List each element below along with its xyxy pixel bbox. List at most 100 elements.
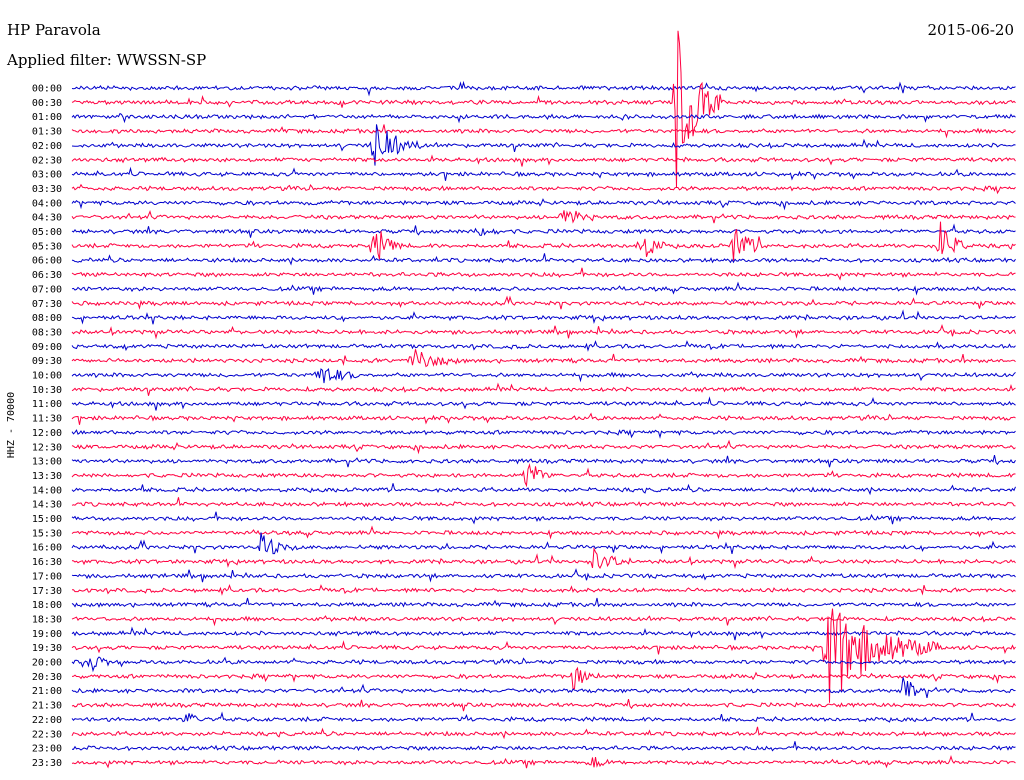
trace-0230	[71, 154, 1016, 167]
trace-1330	[71, 463, 1016, 488]
date-label: 2015-06-20	[927, 21, 1014, 39]
trace-0600	[71, 253, 1016, 266]
trace-1200	[71, 429, 1016, 439]
trace-1830	[71, 615, 1016, 627]
trace-1530	[71, 525, 1016, 540]
trace-2030	[71, 666, 1016, 690]
row-tick-label: 10:00	[32, 371, 62, 382]
row-tick-label: 19:00	[32, 629, 62, 640]
trace-0130	[71, 124, 1016, 139]
row-tick-label: 19:30	[32, 643, 62, 654]
row-tick-label: 03:00	[32, 170, 62, 181]
trace-0330	[71, 183, 1016, 195]
row-tick-label: 03:30	[32, 184, 62, 195]
row-tick-label: 11:30	[32, 414, 62, 425]
row-tick-label: 15:30	[32, 528, 62, 539]
row-tick-label: 01:30	[32, 127, 62, 138]
trace-0830	[71, 324, 1016, 340]
row-tick-label: 07:30	[32, 299, 62, 310]
row-tick-label: 11:00	[32, 399, 62, 410]
trace-2200	[71, 711, 1016, 723]
trace-0530	[71, 221, 1016, 261]
trace-2300	[71, 741, 1016, 752]
trace-1500	[71, 511, 1016, 525]
row-tick-label: 16:00	[32, 543, 62, 554]
trace-1000	[71, 368, 1016, 384]
trace-0400	[71, 198, 1016, 211]
trace-0100	[71, 112, 1016, 124]
trace-0200	[71, 124, 1016, 166]
row-tick-label: 17:00	[32, 571, 62, 582]
row-tick-label: 14:00	[32, 485, 62, 496]
trace-1130	[71, 412, 1016, 425]
row-tick-label: 15:00	[32, 514, 62, 525]
row-tick-label: 07:00	[32, 284, 62, 295]
row-tick-label: 20:00	[32, 658, 62, 669]
filter-label: Applied filter: WWSSN-SP	[7, 51, 207, 69]
row-tick-label: 13:30	[32, 471, 62, 482]
row-tick-label: 23:00	[32, 744, 62, 755]
channel-label: HHZ - 70000	[6, 392, 17, 458]
row-tick-labels: 00:00 00:30 01:00 01:30 02:00 02:30 03:00 03:30…	[32, 84, 62, 769]
trace-1100	[71, 396, 1016, 411]
seismic-traces	[71, 30, 1016, 769]
row-tick-label: 06:30	[32, 270, 62, 281]
row-tick-label: 04:00	[32, 198, 62, 209]
row-tick-label: 18:00	[32, 600, 62, 611]
row-tick-label: 09:00	[32, 342, 62, 353]
row-tick-label: 22:00	[32, 715, 62, 726]
row-tick-label: 13:00	[32, 457, 62, 468]
trace-0500	[71, 223, 1016, 238]
row-tick-label: 00:00	[32, 84, 62, 95]
row-tick-label: 21:00	[32, 686, 62, 697]
trace-0930	[71, 349, 1016, 368]
row-tick-label: 12:00	[32, 428, 62, 439]
trace-2130	[71, 698, 1016, 712]
trace-1900	[71, 626, 1016, 641]
row-tick-label: 02:30	[32, 155, 62, 166]
row-tick-label: 05:30	[32, 241, 62, 252]
station-title: HP Paravola	[7, 21, 101, 39]
trace-1600	[71, 532, 1016, 555]
trace-0000	[71, 80, 1016, 97]
trace-1730	[72, 584, 1016, 596]
trace-1930	[71, 608, 1016, 703]
trace-0430	[71, 209, 1016, 224]
row-tick-label: 02:00	[32, 141, 62, 152]
row-tick-label: 01:00	[32, 112, 62, 123]
trace-0030	[71, 30, 1016, 189]
trace-0900	[71, 340, 1016, 352]
trace-2100	[71, 677, 1016, 699]
row-tick-label: 18:30	[32, 614, 62, 625]
trace-2330	[71, 754, 1016, 769]
row-tick-label: 08:30	[32, 327, 62, 338]
row-tick-label: 08:00	[32, 313, 62, 324]
trace-1630	[71, 546, 1016, 570]
trace-1230	[71, 439, 1016, 455]
row-tick-label: 00:30	[32, 98, 62, 109]
row-tick-label: 09:30	[32, 356, 62, 367]
row-tick-label: 14:30	[32, 500, 62, 511]
row-tick-label: 04:30	[32, 213, 62, 224]
trace-0730	[71, 295, 1016, 310]
trace-0630	[71, 267, 1016, 281]
trace-1030	[71, 382, 1016, 396]
row-tick-label: 16:30	[32, 557, 62, 568]
trace-0300	[71, 166, 1016, 181]
row-tick-label: 12:30	[32, 442, 62, 453]
row-tick-label: 23:30	[32, 758, 62, 769]
row-tick-label: 20:30	[32, 672, 62, 683]
trace-1300	[71, 454, 1016, 468]
trace-1400	[71, 483, 1016, 496]
trace-2230	[71, 726, 1016, 740]
row-tick-label: 06:00	[32, 256, 62, 267]
trace-1430	[71, 497, 1016, 508]
row-tick-label: 21:30	[32, 701, 62, 712]
row-tick-label: 17:30	[32, 586, 62, 597]
trace-1800	[71, 597, 1016, 608]
trace-0700	[71, 281, 1016, 296]
trace-1700	[71, 568, 1016, 583]
row-tick-label: 10:30	[32, 385, 62, 396]
trace-2000	[71, 656, 1016, 673]
